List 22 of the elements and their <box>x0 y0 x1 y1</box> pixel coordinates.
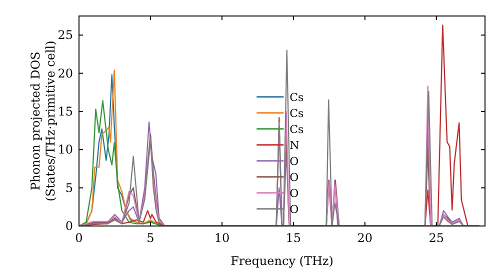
y-tick-label: 25 <box>58 28 73 42</box>
legend-label: O <box>290 202 299 216</box>
legend-label: Cs <box>290 122 304 136</box>
legend-label: N <box>290 138 300 152</box>
x-tick-label: 20 <box>357 231 373 245</box>
legend-label: O <box>290 186 299 200</box>
y-tick-label: 10 <box>58 142 73 157</box>
legend-label: O <box>290 170 299 184</box>
y-tick-label: 20 <box>58 66 73 80</box>
y-tick-label: 0 <box>65 219 73 233</box>
x-tick-label: 15 <box>286 231 302 245</box>
x-tick-label: 0 <box>75 231 83 245</box>
x-axis-title: Frequency (THz) <box>230 254 334 268</box>
legend-label: Cs <box>290 90 304 104</box>
legend-label: O <box>290 154 299 168</box>
legend-label: Cs <box>290 106 304 120</box>
y-tick-label: 5 <box>65 180 73 195</box>
x-tick-label: 5 <box>146 231 154 245</box>
y-tick-label: 15 <box>58 104 73 118</box>
x-tick-label: 25 <box>428 231 444 245</box>
x-tick-label: 10 <box>214 231 230 245</box>
y-axis-title: Phonon projected DOS (States/THz·primitive cell) <box>28 40 58 202</box>
